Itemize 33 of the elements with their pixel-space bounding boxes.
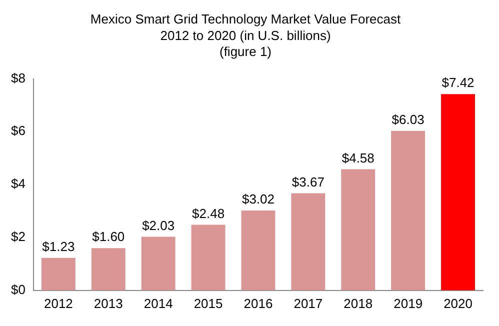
data-label: $2.48 [192, 206, 225, 221]
data-label: $4.58 [342, 150, 374, 166]
y-tick-label: $4 [10, 176, 26, 192]
bar [391, 130, 426, 290]
x-tick-label: 2019 [394, 296, 423, 311]
bar [291, 193, 326, 290]
bar [41, 258, 76, 290]
chart-title: Mexico Smart Grid Technology Market Value Forecast 2012 to 2020 (in U.S. billions) (figure 1) [90, 12, 401, 60]
y-tick-label: $6 [10, 123, 26, 138]
data-label: $1.60 [92, 229, 125, 244]
y-tick-label: $8 [10, 70, 26, 86]
data-label: $3.02 [242, 192, 275, 207]
y-tick-label: $2 [10, 229, 26, 244]
bar [191, 224, 226, 290]
x-tick-label: 2017 [294, 296, 323, 311]
data-label: $2.03 [142, 218, 175, 233]
bar [91, 248, 126, 290]
x-tick-label: 2015 [194, 296, 223, 311]
x-tick-label: 2018 [344, 296, 373, 311]
x-tick-label: 2014 [144, 296, 173, 311]
x-tick-label: 2016 [244, 296, 273, 311]
data-label: $7.42 [442, 75, 474, 90]
bar [141, 236, 176, 290]
x-tick-label: 2020 [444, 296, 472, 311]
bar [241, 210, 276, 290]
x-tick-label: 2013 [94, 296, 123, 311]
data-label: $1.23 [42, 238, 75, 254]
x-tick-label: 2012 [44, 296, 73, 311]
bar [341, 169, 376, 290]
bar [441, 94, 476, 290]
data-label: $6.03 [392, 112, 424, 127]
y-tick-label: $0 [10, 282, 26, 297]
data-label: $3.67 [292, 174, 324, 190]
